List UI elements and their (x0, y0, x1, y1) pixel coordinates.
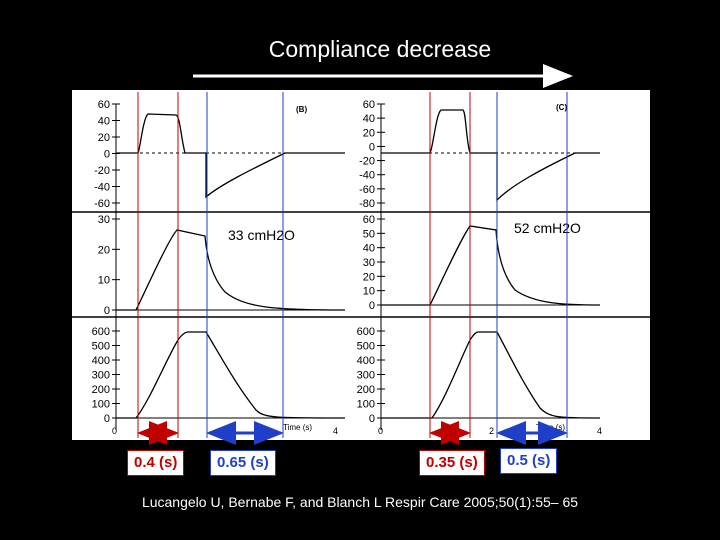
y-tick-label: 20 (363, 271, 375, 283)
panel-c-plateau-label: 52 cmH2O (514, 220, 581, 236)
y-tick-label: 30 (363, 257, 375, 269)
interval-label-b-expiratory: 0.65 (s) (210, 450, 276, 476)
y-tick-label: 40 (98, 116, 110, 128)
y-tick-label: -80 (359, 198, 375, 210)
y-tick-label: 50 (363, 228, 375, 240)
panel-b-flow-curve (116, 229, 346, 311)
y-tick-label: 0 (369, 413, 375, 425)
panel-c-x-tick-4: 4 (597, 426, 602, 436)
panel-b-pressure-curve (116, 113, 345, 199)
y-tick-label: 0 (369, 141, 375, 153)
y-tick-label: 0 (369, 300, 375, 312)
y-tick-label: 100 (357, 399, 375, 411)
panel-c-flow-curve (381, 225, 601, 306)
y-tick-label: 300 (357, 370, 375, 382)
y-tick-label: 30 (98, 214, 110, 226)
y-tick-label: 20 (363, 127, 375, 139)
y-tick-label: 300 (92, 370, 110, 382)
y-tick-label: -40 (94, 182, 110, 194)
y-tick-label: 600 (92, 326, 110, 338)
citation: Lucangelo U, Bernabe F, and Blanch L Res… (141, 494, 579, 510)
panel-b-x-tick-4: 4 (333, 426, 338, 436)
y-tick-label: 500 (357, 341, 375, 353)
y-tick-label: 200 (357, 384, 375, 396)
y-tick-label: 0 (104, 149, 110, 161)
panel-c-letter: (C) (556, 103, 567, 112)
panel-c-x-tick-0: 0 (378, 426, 383, 436)
y-tick-label: -60 (359, 184, 375, 196)
y-tick-label: 20 (98, 132, 110, 144)
panel-b-plateau-label: 33 cmH2O (228, 227, 295, 243)
y-tick-label: 200 (92, 384, 110, 396)
interval-label-c-expiratory: 0.5 (s) (500, 448, 558, 474)
y-tick-label: -20 (359, 156, 375, 168)
y-tick-label: 600 (357, 326, 375, 338)
y-tick-label: -40 (359, 170, 375, 182)
panel-b-x-tick-0: 0 (112, 426, 117, 436)
y-tick-label: 0 (104, 305, 110, 317)
panel-b: (B) 33 cmH2O 6040200-20-40-6030201006005… (92, 99, 346, 436)
y-tick-label: 10 (98, 275, 110, 287)
panel-c-pressure-curve (381, 109, 600, 202)
y-tick-label: 60 (363, 99, 375, 111)
panel-c-x-tick-2: 2 (489, 426, 494, 436)
interval-label-c-inspiratory: 0.35 (s) (419, 450, 485, 476)
y-tick-label: 0 (104, 413, 110, 425)
panel-c-volume-curve (381, 331, 601, 419)
y-tick-label: 500 (92, 341, 110, 353)
panel-c-x-axis-label: Time (s) (536, 423, 565, 432)
interval-markers (137, 92, 568, 438)
interval-label-b-inspiratory: 0.4 (s) (127, 450, 185, 476)
y-tick-label: 40 (363, 113, 375, 125)
y-tick-label: 40 (363, 243, 375, 255)
y-tick-label: 60 (98, 99, 110, 111)
y-tick-label: 20 (98, 244, 110, 256)
y-tick-label: -20 (94, 165, 110, 177)
y-tick-label: -60 (94, 198, 110, 210)
panel-b-letter: (B) (296, 105, 307, 114)
y-tick-label: 400 (92, 355, 110, 367)
y-tick-label: 100 (92, 399, 110, 411)
y-tick-label: 10 (363, 286, 375, 298)
panel-b-volume-curve (116, 331, 346, 419)
figure-panel (72, 90, 650, 440)
slide-title: Compliance decrease (268, 36, 492, 62)
y-tick-label: 400 (357, 355, 375, 367)
y-tick-label: 60 (363, 214, 375, 226)
panel-b-x-axis-label: Time (s) (283, 423, 312, 432)
